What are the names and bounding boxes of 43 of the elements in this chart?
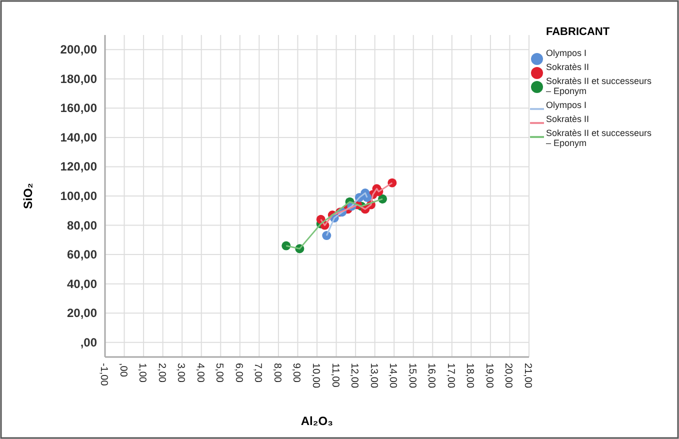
x-tick-label: 9,00 (290, 363, 302, 383)
x-tick-label: 15,00 (406, 363, 418, 388)
x-tick-label: ,00 (117, 363, 128, 378)
x-tick-label: 4,00 (194, 363, 206, 383)
y-tick-label: ,00 (80, 335, 98, 350)
legend-label: Sokratès II (546, 114, 590, 124)
legend-label: Olympos I (546, 48, 587, 58)
x-tick-label: 17,00 (444, 363, 456, 388)
x-tick-label: 1,00 (136, 363, 148, 383)
x-tick-label: 20,00 (502, 363, 514, 388)
x-tick-label: 13,00 (368, 363, 379, 388)
legend-label: Sokratès II et successeurs – Eponym (546, 128, 652, 148)
y-tick-label: 40,00 (66, 276, 98, 291)
y-tick-label: 120,00 (60, 160, 98, 174)
y-tick-label: 180,00 (60, 72, 98, 86)
y-axis-title: SiO₂ (21, 182, 35, 210)
x-tick-label: 16,00 (426, 363, 437, 388)
x-tick-label: 12,00 (348, 363, 360, 388)
y-tick-label: 160,00 (60, 101, 98, 116)
x-axis-title: Al₂O₃ (300, 414, 334, 428)
x-tick-label: 10,00 (310, 363, 321, 388)
legend-label: Sokratès II (546, 62, 590, 72)
x-tick-label: 11,00 (329, 363, 340, 388)
legend-label: Olympos I (546, 100, 587, 110)
x-tick-label: 2,00 (156, 363, 167, 383)
y-tick-label: 60,00 (66, 248, 98, 262)
x-tick-label: 7,00 (252, 363, 264, 383)
x-tick-label: 18,00 (464, 363, 476, 388)
x-tick-label: 21,00 (522, 363, 533, 388)
y-tick-label: 80,00 (66, 218, 98, 232)
y-tick-label: 100,00 (60, 189, 98, 203)
y-tick-label: 20,00 (66, 306, 98, 320)
legend-label: Sokratès II et successeurs – Eponym (546, 76, 652, 96)
x-tick-label: 5,00 (214, 363, 225, 383)
x-tick-label: 19,00 (483, 363, 494, 388)
x-tick-label: 3,00 (175, 363, 186, 383)
x-tick-label: 14,00 (387, 363, 398, 388)
x-tick-label: -1,00 (98, 363, 109, 386)
y-tick-label: 140,00 (60, 130, 98, 144)
legend-title: FABRICANT (546, 26, 610, 38)
x-tick-label: 6,00 (232, 363, 244, 383)
y-tick-label: 200,00 (60, 42, 98, 57)
x-tick-label: 8,00 (271, 363, 282, 383)
